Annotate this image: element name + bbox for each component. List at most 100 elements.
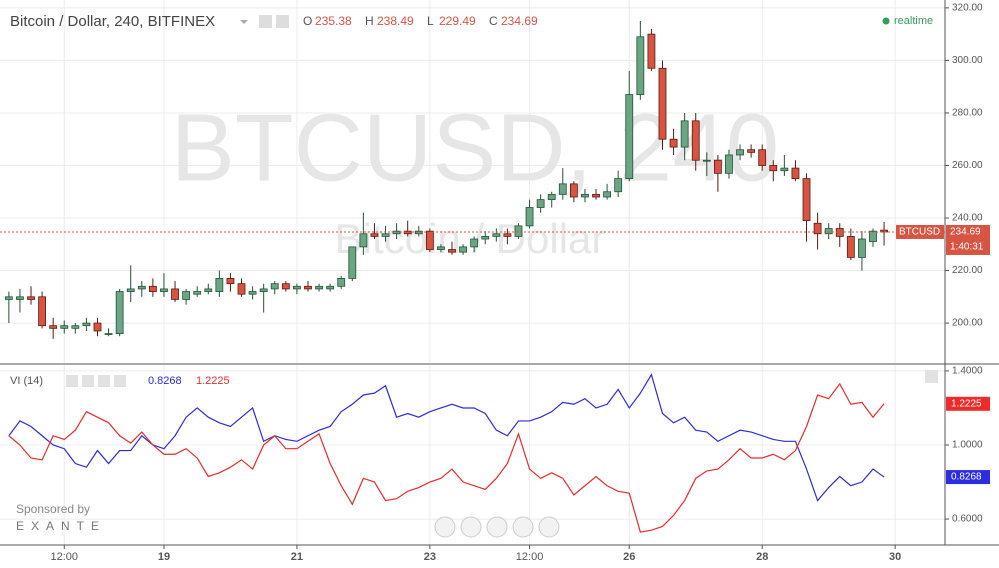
candle-body [270, 283, 279, 290]
candle-body [337, 278, 346, 287]
candle-body [248, 291, 257, 295]
candle-body [171, 288, 179, 300]
candle-body [625, 94, 634, 180]
candle-body [348, 246, 357, 279]
candle-body [27, 296, 35, 300]
ohlc-legend: O 235.38 H 238.49 L 229.49 C 234.69 [303, 14, 538, 28]
y-tick-label: 0.6000 [952, 514, 983, 525]
value-badge [946, 396, 990, 411]
icon[interactable] [82, 375, 94, 387]
candle-body [503, 233, 512, 237]
candle-body [581, 193, 589, 198]
candle-body [636, 36, 645, 95]
y-tick-label: 1.4000 [952, 366, 983, 377]
candle-body [470, 238, 479, 248]
candle-body [780, 167, 789, 172]
candle-body [569, 183, 578, 198]
x-tick-label: 12:00 [516, 551, 544, 563]
icon[interactable] [66, 375, 78, 387]
nav-buttons [434, 516, 560, 538]
candle-body [115, 291, 124, 334]
scroll-right[interactable] [538, 516, 560, 538]
zoom-out[interactable] [460, 516, 482, 538]
candle-body [747, 149, 756, 153]
candle-body [237, 283, 246, 295]
countdown-label: 1:40:31 [950, 242, 984, 253]
y-tick-label: 280.00 [952, 108, 983, 119]
ohlc-key: O [303, 14, 312, 28]
value-badge-label: 0.8268 [951, 472, 982, 483]
candle-body [359, 233, 368, 248]
price-label: 234.69 [950, 227, 981, 238]
value-badge-label: 1.2225 [951, 398, 982, 409]
x-tick-label: 19 [158, 551, 170, 563]
candle-body [802, 178, 811, 222]
candle-body [60, 325, 69, 329]
ohlc-key: C [489, 14, 498, 28]
x-tick-label: 28 [756, 551, 768, 563]
icon[interactable] [98, 375, 110, 387]
x-tick-label: 21 [291, 551, 303, 563]
candle-body [326, 285, 335, 290]
icon[interactable] [259, 15, 272, 28]
candle-body [813, 222, 822, 235]
candle-body [725, 154, 733, 174]
ohlc-key: H [365, 14, 374, 28]
y-tick-label: 300.00 [952, 55, 983, 66]
candle-body [182, 291, 191, 300]
candle-body [691, 120, 700, 161]
icon[interactable] [114, 375, 126, 387]
sponsor-label: Sponsored by [16, 502, 90, 516]
candle-body [293, 285, 301, 290]
candle-body [259, 288, 268, 292]
icon[interactable] [925, 370, 938, 383]
indicator-title: VI (14) [10, 375, 43, 387]
ohlc-value: 229.49 [439, 14, 476, 28]
candle-body [592, 193, 600, 198]
zoom-in[interactable] [512, 516, 534, 538]
candle-body [459, 246, 467, 253]
sponsor-name: EXANTE [16, 519, 106, 533]
candle-body [669, 138, 678, 148]
candle-body [769, 165, 778, 172]
watermark: BTCUSD, 240 [171, 94, 779, 201]
realtime-dot [882, 17, 890, 25]
candle-body [713, 159, 722, 174]
candle-body [603, 191, 612, 198]
ohlc-value: 238.49 [377, 14, 414, 28]
candle-body [226, 278, 235, 285]
icon[interactable] [276, 15, 289, 28]
ohlc-value: 235.38 [315, 14, 352, 28]
x-tick-label: 26 [623, 551, 635, 563]
candle-body [869, 230, 877, 243]
candle-body [547, 193, 556, 201]
candle-body [49, 325, 58, 329]
dropdown-icon[interactable] [240, 20, 248, 24]
candle-body [16, 296, 24, 300]
y-tick-label: 220.00 [952, 265, 983, 276]
candle-body [370, 233, 379, 237]
candle-body [215, 278, 224, 292]
x-tick-label: 12:00 [50, 551, 78, 563]
realtime-label: realtime [894, 15, 933, 27]
candle-body [448, 249, 456, 253]
candle-body [736, 149, 744, 156]
candle-body [38, 296, 46, 327]
indicator-value: 1.2225 [196, 375, 230, 387]
candle-body [204, 288, 213, 292]
candle-body [160, 288, 168, 292]
scroll-left[interactable] [434, 516, 456, 538]
candle-body [702, 159, 711, 162]
candle-body [71, 325, 80, 329]
candle-body [93, 322, 102, 332]
candle-body [281, 283, 290, 290]
vi-line [8, 382, 885, 533]
candle-body [4, 296, 13, 300]
y-tick-label: 240.00 [952, 213, 983, 224]
candle-body [104, 333, 113, 335]
x-tick-label: 23 [424, 551, 436, 563]
reset[interactable] [486, 516, 508, 538]
symbol-label: BTCUSD [899, 227, 940, 238]
ohlc-key: L [427, 14, 434, 28]
